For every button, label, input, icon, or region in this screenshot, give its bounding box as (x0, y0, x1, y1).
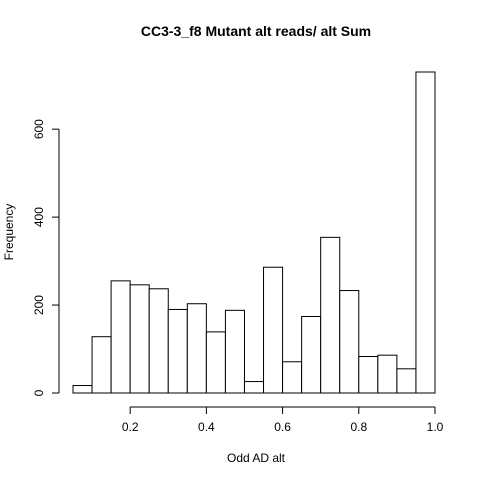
histogram-bar (72, 385, 93, 394)
histogram-bar (129, 284, 150, 394)
histogram-bar (282, 361, 303, 394)
x-tick-label: 0.8 (350, 420, 367, 434)
histogram-bar (186, 303, 207, 394)
histogram-bar (320, 236, 341, 394)
histogram-bar (91, 336, 112, 394)
histogram-bar (415, 71, 436, 394)
histogram-bar (110, 280, 131, 394)
histogram-bar (243, 381, 265, 394)
y-tick-label: 600 (32, 119, 46, 139)
histogram-bar (358, 356, 379, 394)
x-tick-label: 0.4 (198, 420, 215, 434)
x-axis-label: Odd AD alt (227, 451, 286, 465)
bars-group (72, 71, 436, 394)
histogram-bar (339, 290, 360, 394)
y-axis: 0 200 400 600 (32, 119, 60, 396)
x-axis: 0.2 0.4 0.6 0.8 1.0 (122, 406, 444, 434)
histogram-bar (301, 315, 322, 394)
y-axis-label: Frequency (2, 204, 16, 261)
histogram-bar (148, 288, 169, 394)
histogram-bar (205, 331, 226, 394)
histogram-bar (167, 308, 188, 394)
x-tick-label: 0.6 (274, 420, 291, 434)
x-tick-label: 1.0 (427, 420, 444, 434)
histogram-bar (224, 309, 245, 394)
x-tick-label: 0.2 (122, 420, 139, 434)
y-tick-label: 0 (32, 389, 46, 396)
histogram-bar (263, 266, 284, 394)
histogram-bar (377, 354, 398, 394)
chart-title: CC3-3_f8 Mutant alt reads/ alt Sum (141, 23, 371, 39)
histogram-bar (396, 368, 417, 394)
y-tick-label: 400 (32, 207, 46, 227)
y-tick-label: 200 (32, 295, 46, 315)
